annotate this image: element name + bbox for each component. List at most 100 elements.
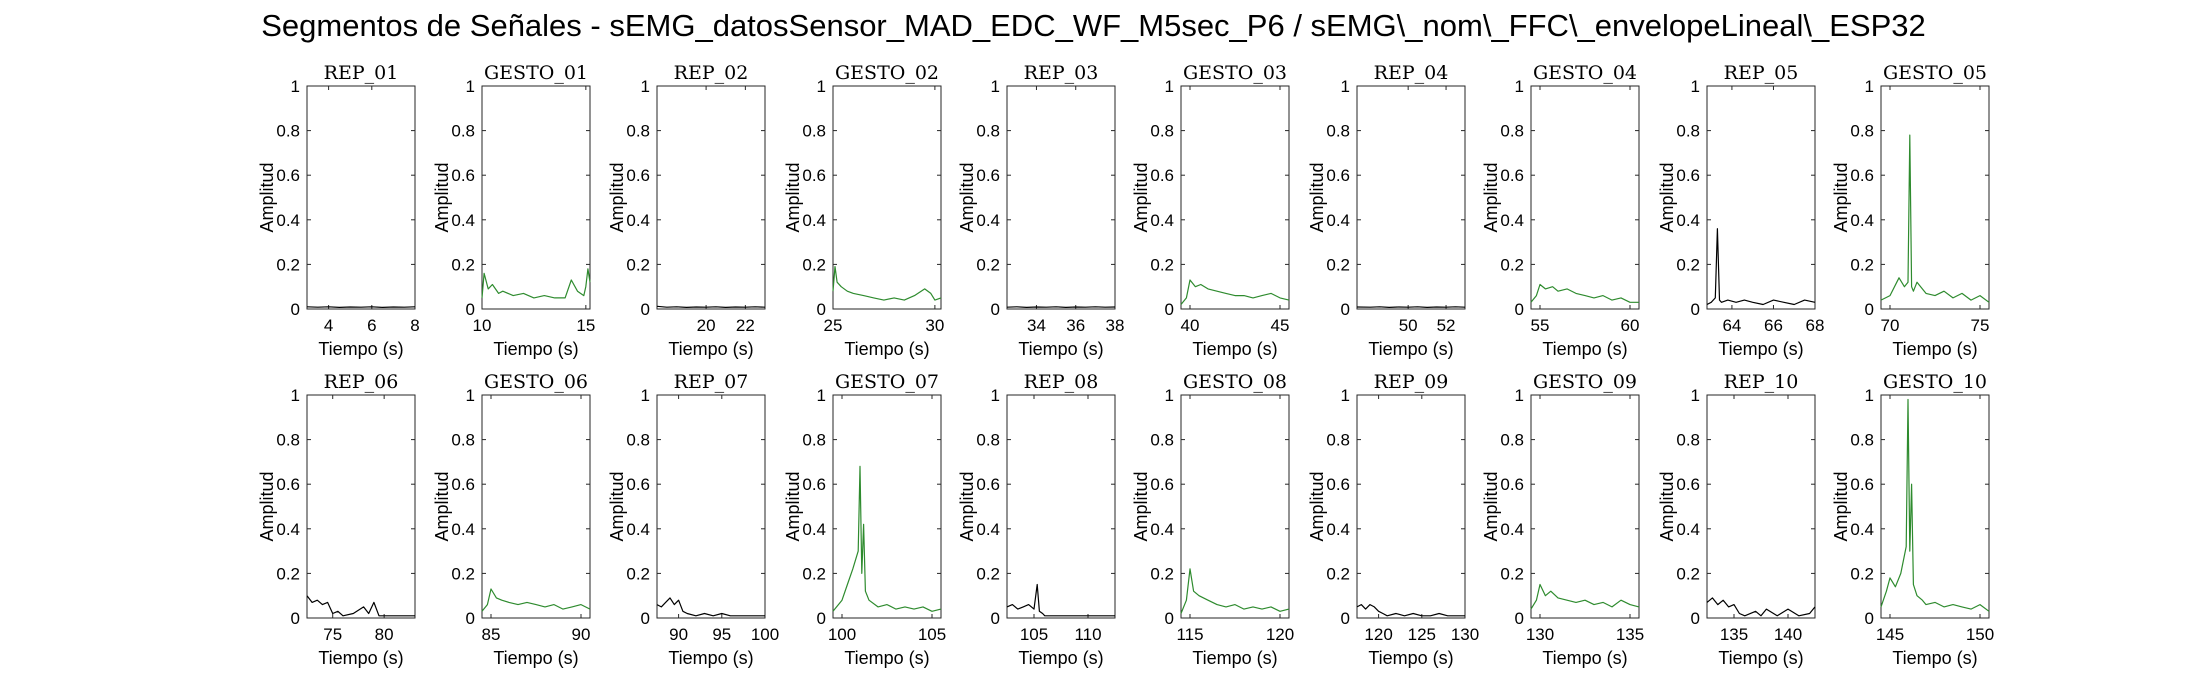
x-tick-label: 80 bbox=[375, 625, 394, 644]
y-tick-label: 0 bbox=[1865, 300, 1874, 319]
subplot-title: GESTO_07 bbox=[835, 371, 939, 393]
plot-area bbox=[1530, 394, 1640, 619]
x-tick-label: 4 bbox=[324, 316, 333, 335]
x-axis-label: Tiempo (s) bbox=[844, 648, 929, 668]
y-axis-label: Amplitud bbox=[257, 471, 277, 541]
y-tick-label: 0.4 bbox=[451, 211, 475, 230]
y-tick-label: 0.6 bbox=[1150, 475, 1174, 494]
y-tick-label: 0.8 bbox=[1676, 431, 1700, 450]
subplot-title: REP_03 bbox=[1024, 62, 1099, 84]
y-tick-label: 0.4 bbox=[1326, 211, 1350, 230]
y-tick-label: 0.2 bbox=[1850, 564, 1874, 583]
plot-area bbox=[1180, 85, 1290, 310]
y-tick-label: 1 bbox=[1865, 386, 1874, 405]
y-tick-label: 0.6 bbox=[1850, 475, 1874, 494]
x-tick-label: 70 bbox=[1881, 316, 1900, 335]
x-tick-label: 64 bbox=[1722, 316, 1741, 335]
y-tick-label: 0 bbox=[991, 300, 1000, 319]
y-axis-label: Amplitud bbox=[1657, 471, 1677, 541]
y-tick-label: 0.6 bbox=[1326, 166, 1350, 185]
y-tick-label: 1 bbox=[1165, 386, 1174, 405]
y-tick-label: 0.2 bbox=[276, 564, 300, 583]
x-axis-label: Tiempo (s) bbox=[318, 339, 403, 359]
y-tick-label: 0.8 bbox=[276, 431, 300, 450]
y-tick-label: 1 bbox=[641, 386, 650, 405]
x-tick-label: 150 bbox=[1966, 625, 1994, 644]
plot-area bbox=[656, 85, 766, 310]
x-tick-label: 110 bbox=[1074, 625, 1101, 644]
plot-area bbox=[306, 85, 416, 310]
x-tick-label: 95 bbox=[712, 625, 731, 644]
y-tick-label: 0.6 bbox=[276, 166, 300, 185]
y-tick-label: 1 bbox=[1341, 386, 1350, 405]
y-axis-label: Amplitud bbox=[1481, 471, 1501, 541]
y-tick-label: 1 bbox=[991, 386, 1000, 405]
y-axis-label: Amplitud bbox=[1131, 162, 1151, 232]
subplot-title: REP_10 bbox=[1724, 371, 1799, 393]
y-tick-label: 0.8 bbox=[1850, 431, 1874, 450]
x-tick-label: 22 bbox=[736, 316, 755, 335]
y-tick-label: 0.2 bbox=[1150, 564, 1174, 583]
plot-area bbox=[1530, 85, 1640, 310]
y-axis-label: Amplitud bbox=[607, 162, 627, 232]
subplot-title: REP_05 bbox=[1724, 62, 1799, 84]
x-tick-label: 38 bbox=[1106, 316, 1125, 335]
y-tick-label: 0.4 bbox=[1500, 211, 1524, 230]
y-tick-label: 0.4 bbox=[1676, 211, 1700, 230]
y-tick-label: 0.2 bbox=[626, 564, 650, 583]
x-axis-label: Tiempo (s) bbox=[1368, 339, 1453, 359]
y-tick-label: 0 bbox=[1165, 609, 1174, 628]
x-tick-label: 60 bbox=[1621, 316, 1640, 335]
x-tick-label: 125 bbox=[1408, 625, 1436, 644]
subplot-gesto-04: 0 0.2 0.4 0.6 0.8 1 55 60 GESTO_04 Tiempo (s) Ampl… bbox=[1481, 62, 1640, 359]
y-tick-label: 0.6 bbox=[451, 166, 475, 185]
series-line-gesto-07 bbox=[832, 465, 942, 612]
plot-area bbox=[656, 394, 766, 619]
subplot-title: GESTO_09 bbox=[1533, 371, 1637, 393]
y-tick-label: 0.4 bbox=[1676, 520, 1700, 539]
plot-area bbox=[1356, 394, 1466, 619]
y-tick-label: 1 bbox=[291, 77, 300, 96]
x-tick-label: 66 bbox=[1764, 316, 1783, 335]
x-tick-label: 105 bbox=[918, 625, 946, 644]
y-tick-label: 0 bbox=[1865, 609, 1874, 628]
y-tick-label: 0 bbox=[291, 300, 300, 319]
x-tick-label: 30 bbox=[925, 316, 944, 335]
y-tick-label: 0.6 bbox=[976, 166, 1000, 185]
y-tick-label: 0 bbox=[817, 609, 826, 628]
x-tick-label: 85 bbox=[482, 625, 501, 644]
y-tick-label: 0.6 bbox=[1150, 166, 1174, 185]
subplot-gesto-05: 0 0.2 0.4 0.6 0.8 1 70 75 GESTO_05 Tiempo (s) Ampl… bbox=[1831, 62, 1990, 359]
y-tick-label: 0.8 bbox=[276, 122, 300, 141]
y-tick-label: 0.4 bbox=[451, 520, 475, 539]
series-line-rep-10 bbox=[1706, 597, 1816, 617]
y-tick-label: 0.4 bbox=[276, 211, 300, 230]
y-tick-label: 0.8 bbox=[1150, 431, 1174, 450]
plot-area bbox=[1006, 85, 1116, 310]
plot-area bbox=[1706, 394, 1816, 619]
x-axis-label: Tiempo (s) bbox=[1018, 339, 1103, 359]
y-tick-label: 1 bbox=[291, 386, 300, 405]
x-tick-label: 135 bbox=[1720, 625, 1748, 644]
y-axis-label: Amplitud bbox=[957, 471, 977, 541]
subplot-title: REP_09 bbox=[1374, 371, 1449, 393]
y-tick-label: 0.4 bbox=[626, 211, 650, 230]
series-line-rep-05 bbox=[1706, 228, 1816, 306]
y-tick-label: 0.6 bbox=[802, 475, 826, 494]
y-tick-label: 0.4 bbox=[1500, 520, 1524, 539]
x-axis-label: Tiempo (s) bbox=[844, 339, 929, 359]
y-axis-label: Amplitud bbox=[1831, 162, 1851, 232]
subplot-title: GESTO_08 bbox=[1183, 371, 1287, 393]
y-tick-label: 0.2 bbox=[626, 255, 650, 274]
y-tick-label: 0.2 bbox=[1326, 564, 1350, 583]
subplot-rep-07: 0 0.2 0.4 0.6 0.8 1 90 95 100 REP_07 Tiempo (s) Amp… bbox=[607, 371, 779, 668]
y-tick-label: 0 bbox=[641, 300, 650, 319]
x-axis-label: Tiempo (s) bbox=[1718, 648, 1803, 668]
x-tick-label: 100 bbox=[828, 625, 856, 644]
x-tick-label: 50 bbox=[1399, 316, 1418, 335]
y-tick-label: 1 bbox=[1515, 386, 1524, 405]
y-tick-label: 0 bbox=[817, 300, 826, 319]
y-axis-label: Amplitud bbox=[957, 162, 977, 232]
series-line-rep-04 bbox=[1356, 306, 1466, 308]
